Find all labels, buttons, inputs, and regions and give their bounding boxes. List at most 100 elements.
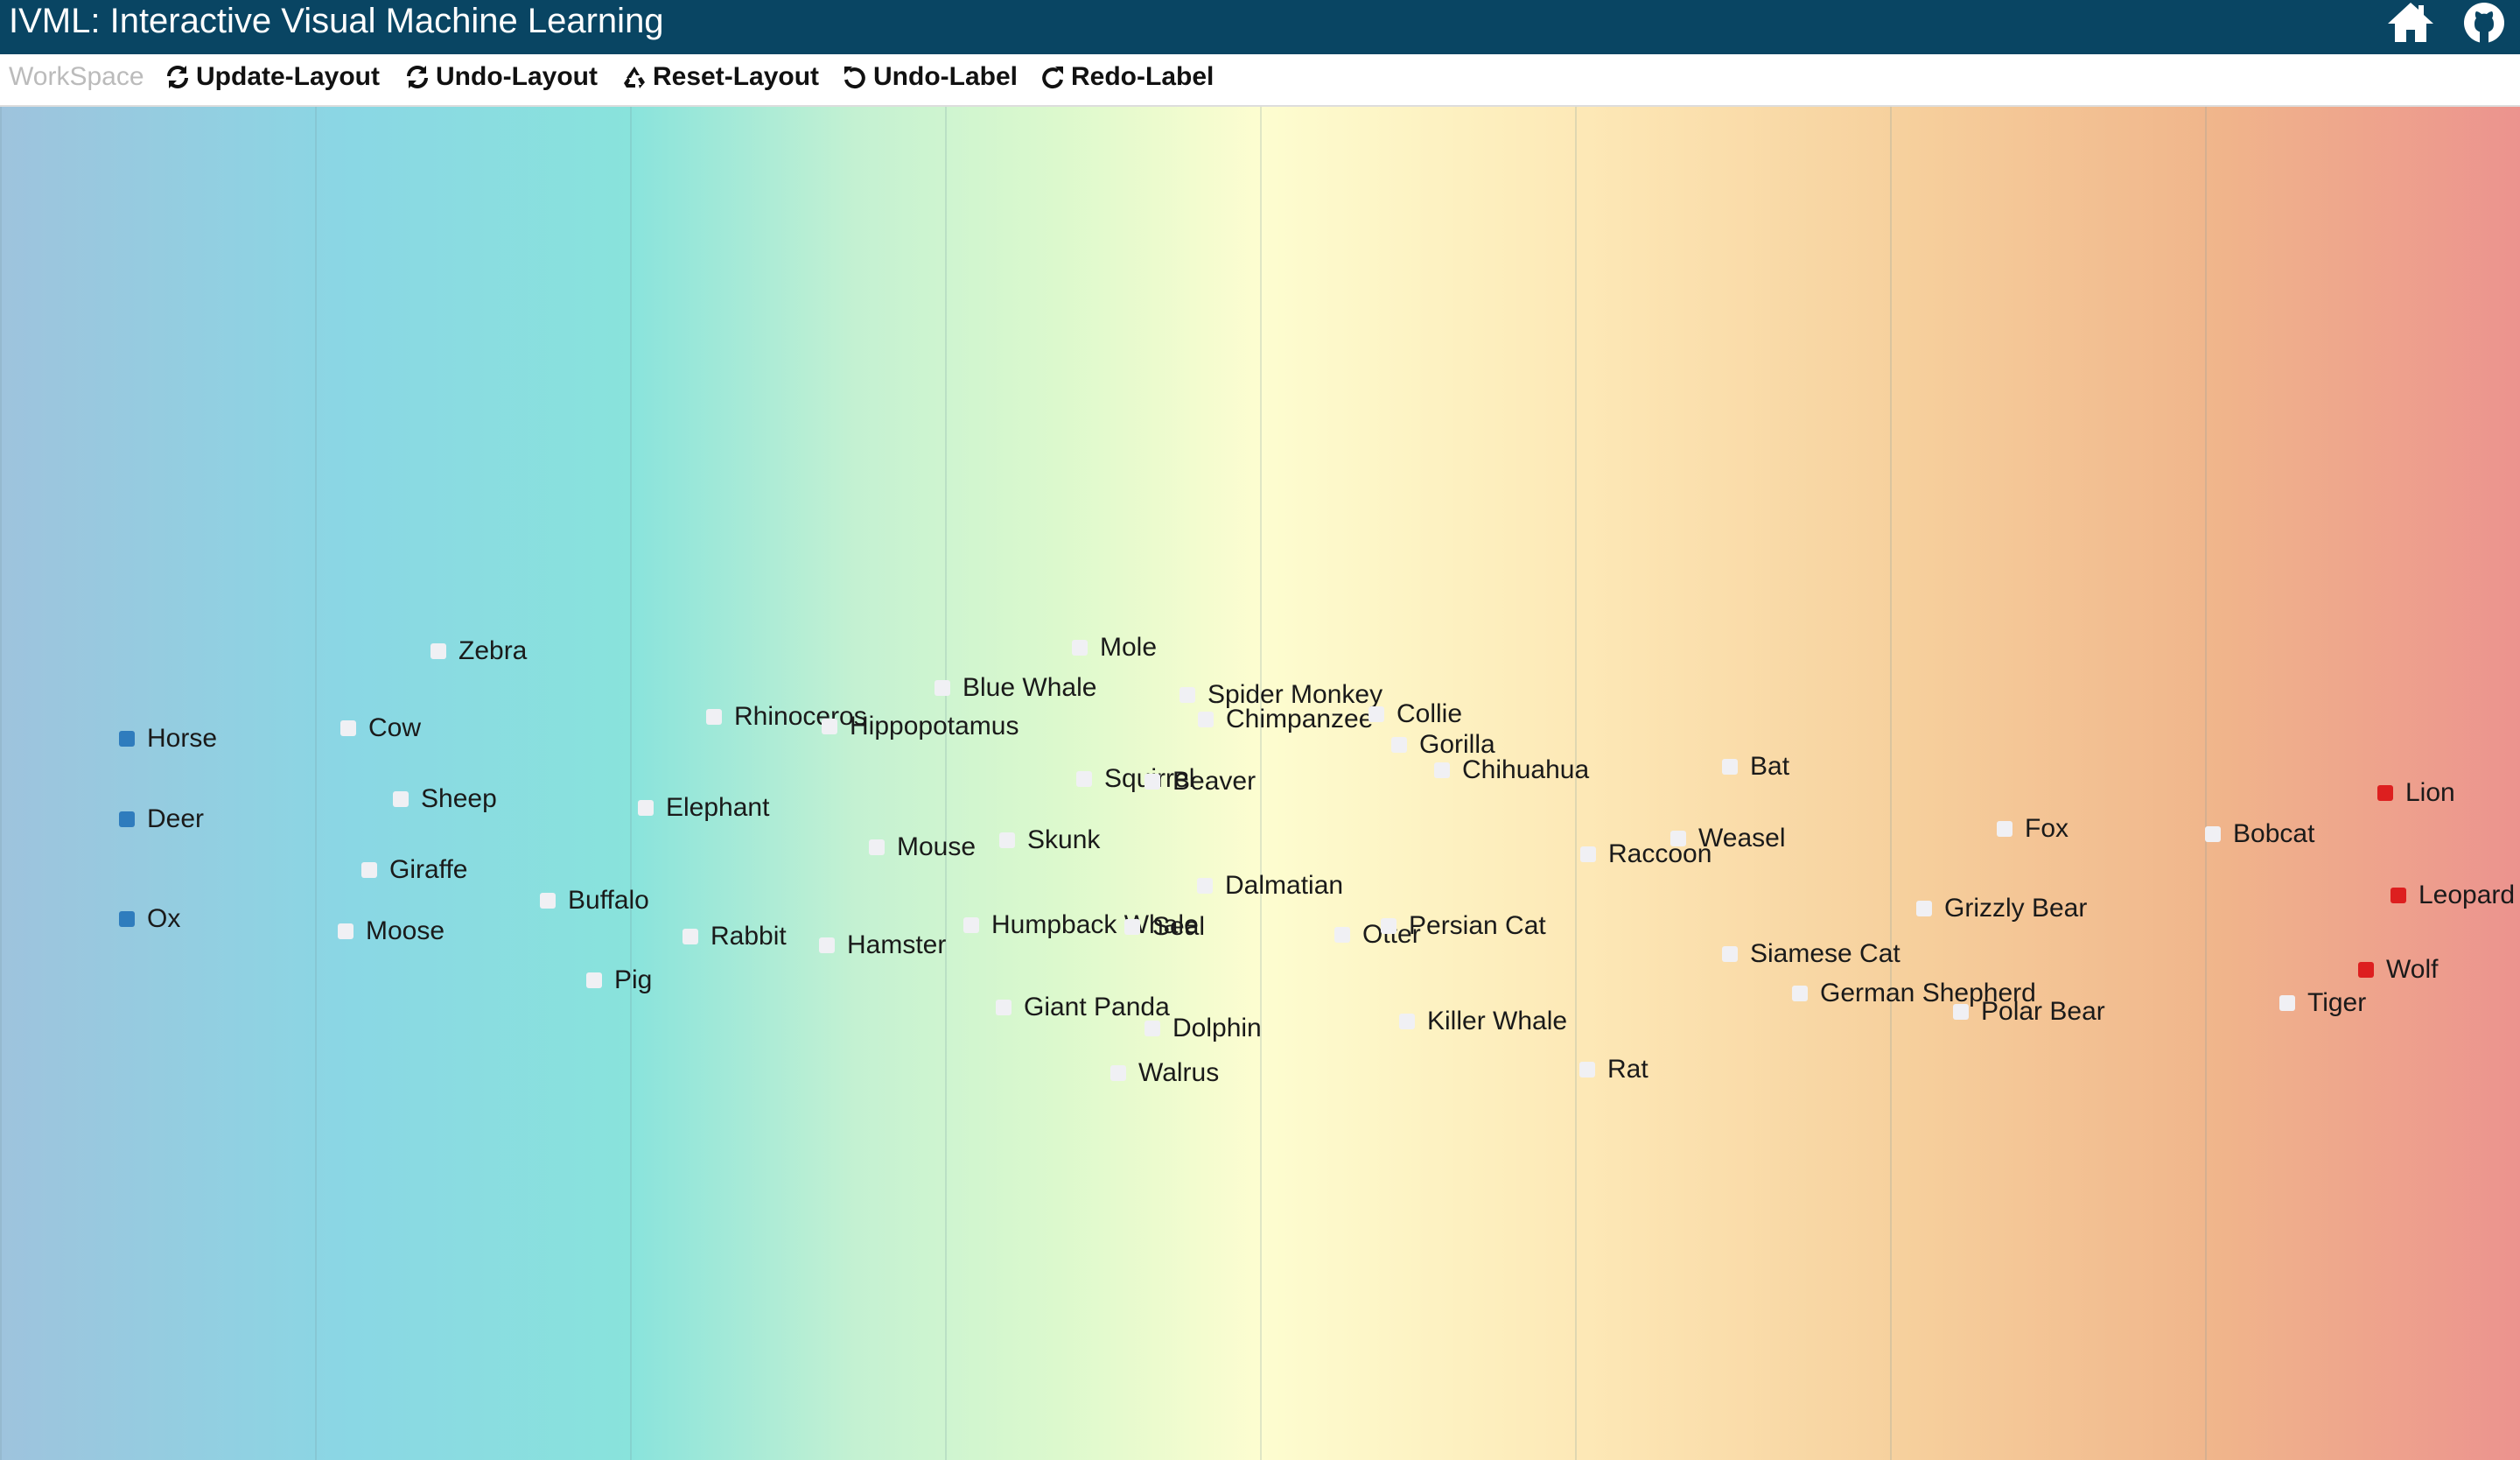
redo-label-button[interactable]: Redo-Label	[1040, 54, 1214, 100]
animal-point[interactable]: Siamese Cat	[1722, 937, 1900, 972]
animal-label: Mole	[1100, 633, 1158, 662]
animal-label: Chimpanzee	[1226, 705, 1374, 734]
animal-point[interactable]: German Shepherd	[1792, 976, 2036, 1011]
animal-point[interactable]: Rhinoceros	[706, 699, 867, 734]
animal-point[interactable]: Collie	[1368, 697, 1462, 732]
animal-point[interactable]: Humpback Whale	[963, 908, 1199, 943]
animal-label: Deer	[147, 804, 205, 833]
point-marker	[393, 791, 409, 807]
animal-point[interactable]: Raccoon	[1580, 837, 1712, 872]
animal-point[interactable]: Rat	[1579, 1052, 1648, 1087]
animal-point[interactable]: Buffalo	[540, 883, 649, 918]
animal-point[interactable]: Gorilla	[1391, 727, 1495, 762]
point-marker	[1434, 762, 1450, 778]
point-marker	[1670, 831, 1686, 846]
point-marker	[1334, 927, 1350, 943]
animal-label: Killer Whale	[1427, 1007, 1568, 1035]
animal-label: Raccoon	[1608, 839, 1712, 868]
animal-point[interactable]: Elephant	[638, 790, 769, 825]
animal-label: German Shepherd	[1820, 979, 2036, 1007]
point-marker	[1144, 774, 1160, 790]
animal-label: Seal	[1152, 912, 1206, 941]
animal-label: Rabbit	[710, 922, 787, 951]
point-marker	[340, 720, 356, 736]
class-band	[630, 107, 945, 1460]
animal-label: Bat	[1750, 752, 1790, 781]
animal-point[interactable]: Killer Whale	[1399, 1004, 1567, 1039]
animal-label: Weasel	[1698, 824, 1786, 853]
point-marker	[1144, 1021, 1160, 1036]
class-band	[2205, 107, 2520, 1460]
animal-label: Giant Panda	[1024, 993, 1170, 1021]
animal-point[interactable]: Spider Monkey	[1180, 677, 1382, 712]
animal-point[interactable]: Seal	[1124, 909, 1205, 944]
animal-point[interactable]: Hippopotamus	[822, 709, 1018, 744]
animal-point[interactable]: Skunk	[999, 823, 1100, 858]
animal-point[interactable]: Tiger	[2279, 986, 2366, 1021]
projection-canvas[interactable]: Horse Deer Ox Zebra Cow Sheep Giraffe Mo…	[0, 107, 2520, 1460]
point-marker	[361, 862, 377, 878]
toolbar: WorkSpace Update-Layout Undo-Layout Rese…	[0, 54, 2520, 107]
animal-point[interactable]: Blue Whale	[934, 670, 1096, 705]
animal-point[interactable]: Horse	[119, 721, 217, 756]
reset-layout-button[interactable]: Reset-Layout	[621, 54, 819, 100]
animal-point[interactable]: Cow	[340, 711, 421, 746]
animal-point[interactable]: Grizzly Bear	[1916, 891, 2087, 926]
animal-label: Spider Monkey	[1208, 680, 1383, 709]
animal-point[interactable]: Hamster	[819, 928, 946, 963]
animal-point[interactable]: Rabbit	[682, 919, 787, 954]
undo-label-button[interactable]: Undo-Label	[842, 54, 1018, 100]
animal-point[interactable]: Giant Panda	[996, 990, 1170, 1025]
point-marker	[1076, 771, 1092, 787]
point-marker	[999, 832, 1015, 848]
animal-point[interactable]: Wolf	[2358, 952, 2438, 987]
refresh-icon	[404, 64, 430, 90]
animal-point[interactable]: Polar Bear	[1953, 994, 2105, 1029]
point-marker	[934, 680, 950, 696]
animal-point[interactable]: Bobcat	[2205, 817, 2314, 852]
undo-layout-button[interactable]: Undo-Layout	[404, 54, 598, 100]
class-band	[945, 107, 1260, 1460]
animal-label: Walrus	[1138, 1058, 1220, 1087]
animal-point[interactable]: Walrus	[1110, 1056, 1219, 1091]
animal-point[interactable]: Fox	[1997, 811, 2068, 846]
animal-point[interactable]: Lion	[2377, 776, 2455, 811]
point-marker	[1953, 1004, 1969, 1020]
point-marker	[1110, 1065, 1126, 1081]
animal-label: Hamster	[847, 930, 947, 959]
point-marker	[706, 709, 722, 725]
animal-label: Moose	[366, 916, 445, 945]
update-layout-button[interactable]: Update-Layout	[164, 54, 380, 100]
animal-point[interactable]: Zebra	[430, 634, 527, 669]
point-marker	[119, 911, 135, 927]
animal-point[interactable]: Moose	[338, 914, 444, 949]
animal-label: Lion	[2405, 778, 2455, 807]
animal-point[interactable]: Beaver	[1144, 764, 1256, 799]
animal-point[interactable]: Sheep	[393, 782, 497, 817]
recycle-icon	[621, 64, 648, 90]
animal-point[interactable]: Leopard	[2390, 878, 2515, 913]
animal-point[interactable]: Pig	[586, 963, 652, 998]
animal-label: Zebra	[458, 636, 528, 665]
point-marker	[1124, 919, 1140, 935]
home-icon[interactable]	[2385, 0, 2436, 51]
point-marker	[1399, 1014, 1415, 1029]
animal-point[interactable]: Bat	[1722, 749, 1789, 784]
github-icon[interactable]	[2459, 0, 2510, 51]
animal-point[interactable]: Persian Cat	[1381, 909, 1546, 944]
animal-point[interactable]: Giraffe	[361, 853, 468, 888]
animal-point[interactable]: Chimpanzee	[1198, 702, 1373, 737]
animal-point[interactable]: Chihuahua	[1434, 753, 1589, 788]
point-marker	[586, 972, 602, 988]
animal-point[interactable]: Mole	[1072, 630, 1157, 665]
animal-point[interactable]: Mouse	[869, 830, 976, 865]
point-marker	[2358, 962, 2374, 978]
animal-point[interactable]: Deer	[119, 802, 204, 837]
animal-label: Blue Whale	[962, 673, 1097, 702]
animal-label: Buffalo	[568, 886, 649, 915]
animal-point[interactable]: Dolphin	[1144, 1011, 1262, 1046]
animal-point[interactable]: Ox	[119, 902, 180, 937]
animal-label: Gorilla	[1419, 730, 1495, 759]
animal-point[interactable]: Weasel	[1670, 821, 1786, 856]
animal-point[interactable]: Dalmatian	[1197, 868, 1343, 903]
